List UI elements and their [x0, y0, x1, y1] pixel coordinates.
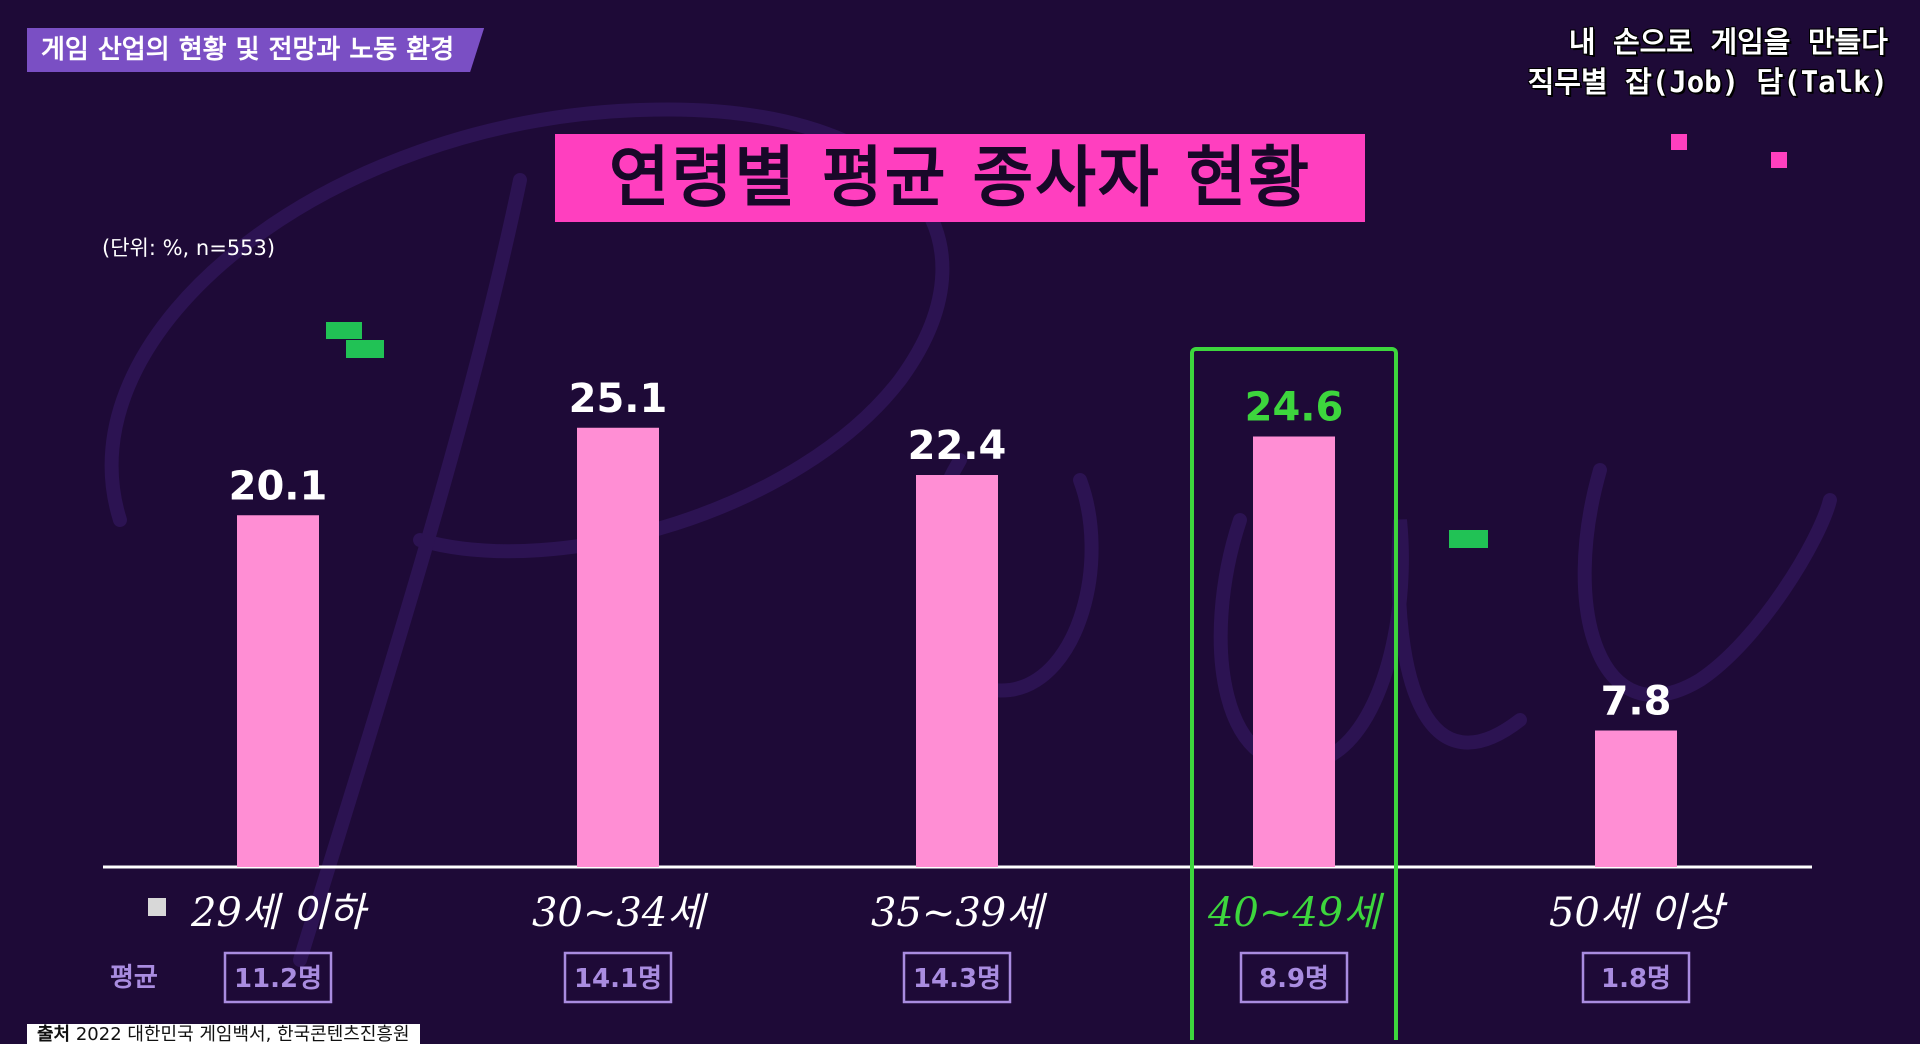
category-label-5: 50세 이상 [1549, 890, 1728, 936]
bar-2 [577, 427, 659, 867]
chart-title: 연령별 평균 종사자 현황 [555, 134, 1365, 222]
avg-count-5: 1.8명 [1601, 964, 1671, 994]
source-text: 2022 대한민국 게임백서, 한국콘텐츠진흥원 [75, 1024, 410, 1044]
green-block-decoration [346, 340, 384, 358]
green-block-decoration [1449, 530, 1488, 548]
pink-square-decoration [1671, 134, 1687, 150]
axis-marker-square [148, 898, 166, 916]
bar-4 [1253, 436, 1335, 867]
bar-3 [916, 475, 998, 867]
section-tag: 게임 산업의 현황 및 전망과 노동 환경 [27, 28, 484, 72]
highlight-frame [1190, 347, 1398, 1040]
category-label-2: 30~34세 [532, 890, 709, 936]
category-label-4: 40~49세 [1207, 890, 1385, 936]
bar-5 [1595, 730, 1677, 867]
green-block-decoration [326, 322, 362, 339]
series-brand: 내 손으로 게임을 만들다 직무별 잡(Job) 담(Talk) [1528, 22, 1888, 102]
avg-count-box-2 [563, 951, 673, 1004]
category-label-3: 35~39세 [871, 890, 1048, 936]
data-label-4: 24.6 [1245, 385, 1344, 431]
avg-count-2: 14.1명 [574, 964, 662, 994]
source-label: 출처 [37, 1024, 71, 1044]
avg-count-1: 11.2명 [234, 964, 322, 994]
data-label-2: 25.1 [569, 376, 668, 422]
avg-count-box-5 [1581, 951, 1691, 1004]
avg-count-4: 8.9명 [1259, 964, 1329, 994]
bar-1 [237, 515, 319, 867]
data-label-1: 20.1 [229, 463, 328, 509]
avg-count-box-4 [1239, 951, 1349, 1004]
average-label: 평균 [110, 963, 158, 993]
data-label-3: 22.4 [908, 423, 1007, 469]
brand-line-2: 직무별 잡(Job) 담(Talk) [1527, 65, 1888, 99]
avg-count-box-1 [223, 951, 333, 1004]
category-label-1: 29세 이하 [190, 890, 369, 936]
brand-line-1: 내 손으로 게임을 만들다 [1568, 25, 1888, 59]
pink-square-decoration [1771, 152, 1787, 168]
unit-note: (단위: %, n=553) [102, 236, 276, 260]
source-note: 출처 2022 대한민국 게임백서, 한국콘텐츠진흥원 [27, 1024, 420, 1044]
data-label-5: 7.8 [1601, 679, 1672, 725]
avg-count-box-3 [902, 951, 1012, 1004]
avg-count-3: 14.3명 [913, 964, 1001, 994]
